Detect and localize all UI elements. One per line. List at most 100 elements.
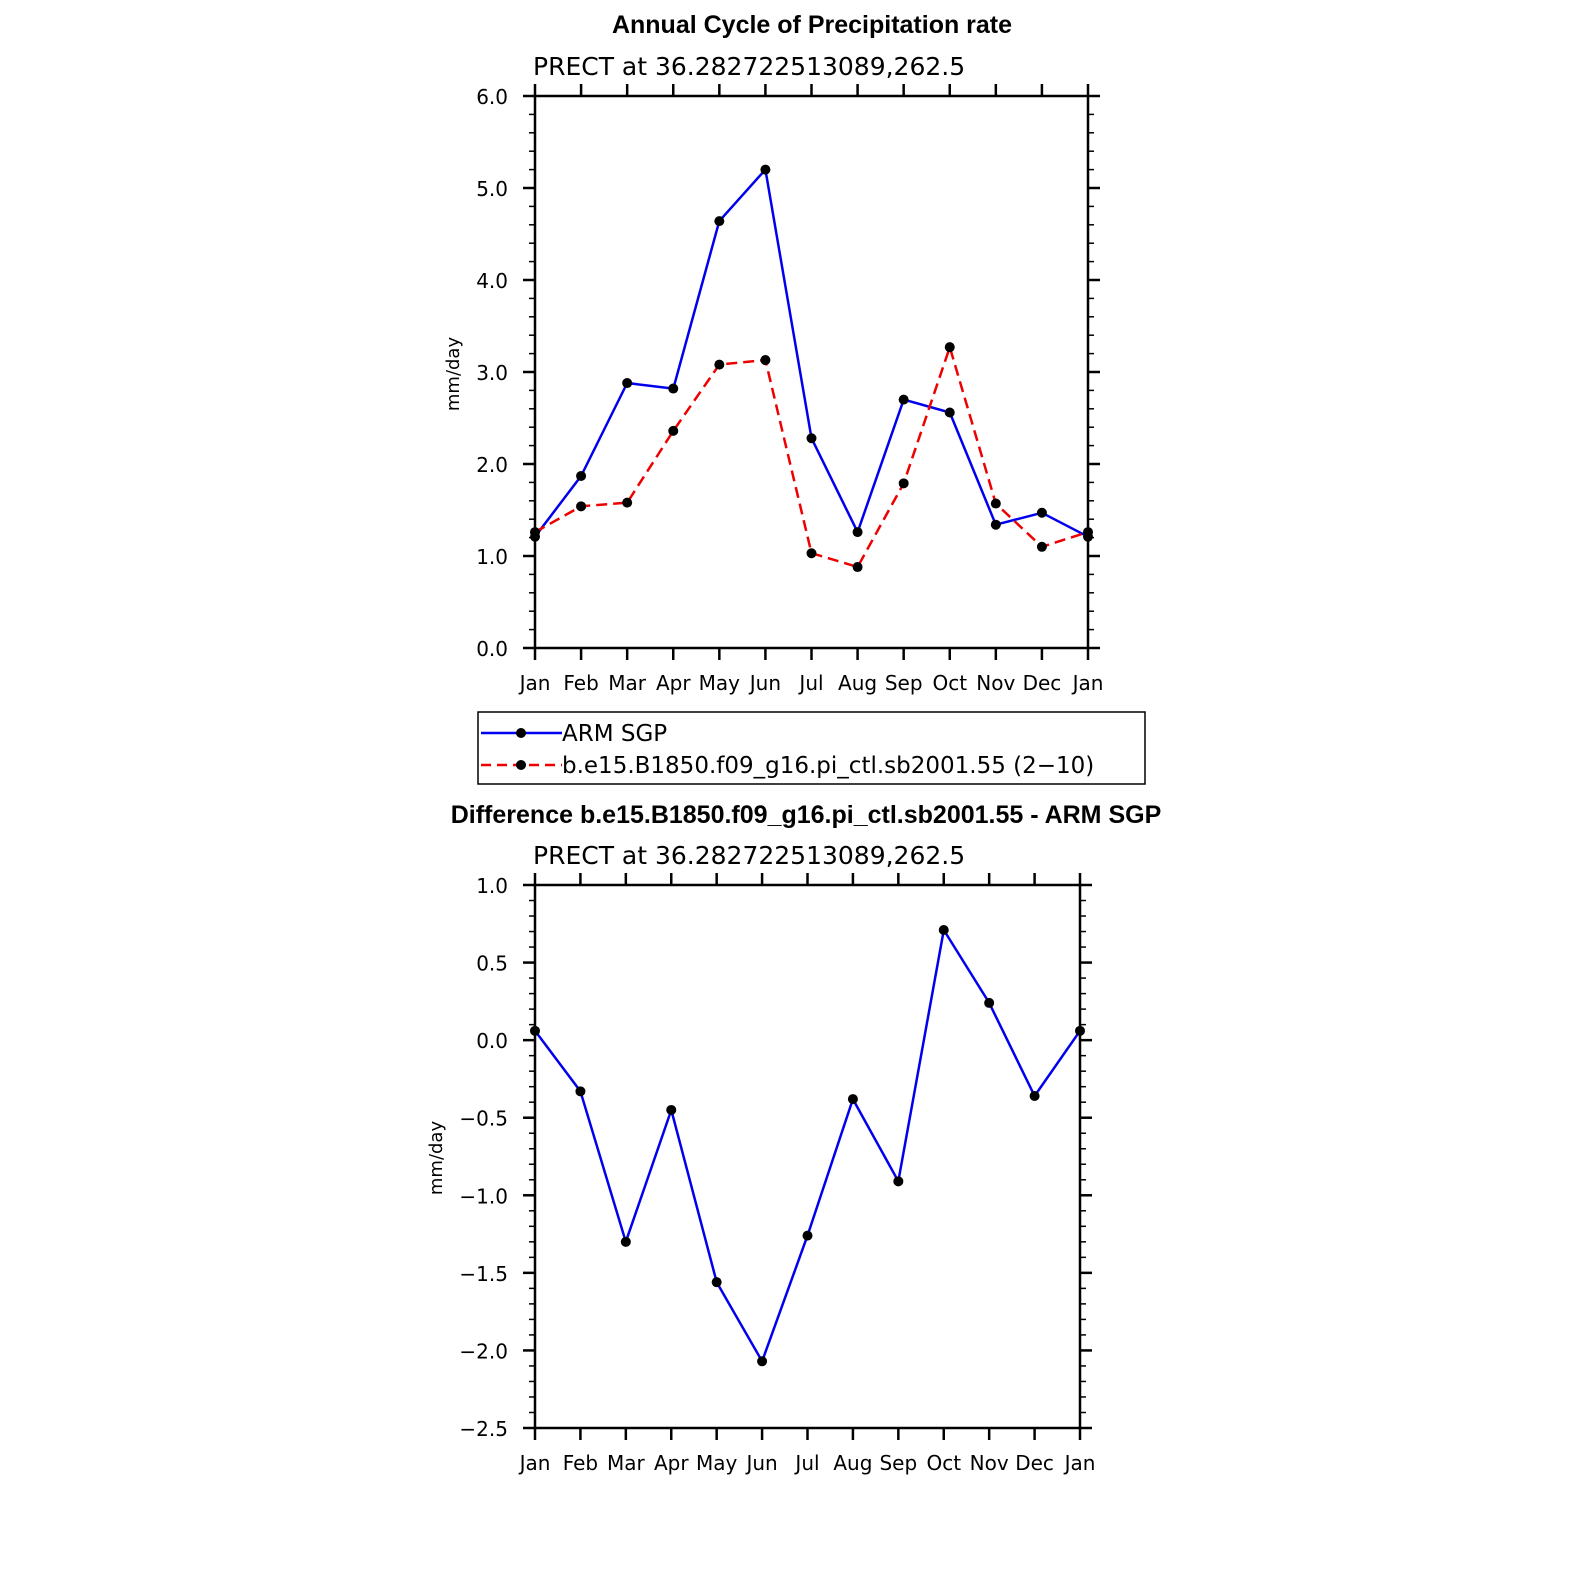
data-point (1029, 1090, 1040, 1101)
x-tick-label: Jan (1071, 671, 1104, 695)
data-point (1075, 1025, 1085, 1036)
y-tick-label: −1.0 (459, 1184, 508, 1208)
series-line-0 (534, 928, 1082, 1363)
data-point (990, 498, 1001, 509)
data-point (757, 1356, 768, 1367)
y-tick-label: 0.5 (476, 952, 508, 976)
x-tick-label: May (699, 671, 741, 695)
y-tick-label: 1.0 (476, 545, 508, 569)
chart-subtitle: PRECT at 36.282722513089,262.5 (533, 841, 965, 870)
data-point (760, 164, 771, 175)
x-tick-label: Apr (654, 1451, 689, 1475)
legend: ARM SGP b.e15.B1850.f09_g16.pi_ctl.sb200… (477, 711, 1146, 785)
data-point (944, 342, 955, 353)
x-tick-label: Jul (793, 1451, 819, 1475)
legend-label-arm-sgp: ARM SGP (562, 721, 667, 747)
data-point (576, 470, 587, 481)
y-axis-label: mm/day (443, 337, 464, 412)
data-point (847, 1094, 858, 1105)
legend-marker-model (516, 760, 526, 770)
legend-box (477, 711, 1146, 785)
x-tick-label: Oct (926, 1451, 961, 1475)
data-point (852, 562, 863, 573)
data-point (711, 1277, 722, 1288)
y-tick-label: 4.0 (476, 269, 508, 293)
data-point (666, 1104, 677, 1115)
data-point (714, 216, 725, 227)
data-point (1036, 507, 1047, 518)
y-tick-labels: 0.0 1.0 2.0 3.0 4.0 5.0 6.0 (476, 85, 508, 661)
x-tick-label: Jun (748, 671, 781, 695)
data-point (898, 478, 909, 489)
precip-annual-cycle-chart: Annual Cycle of Precipitation rate PRECT… (443, 11, 1103, 695)
data-point (530, 1025, 540, 1036)
series-group (530, 164, 1093, 573)
x-tick-label: Aug (833, 1451, 872, 1475)
y-tick-label: 2.0 (476, 453, 508, 477)
data-point (806, 548, 817, 559)
x-tick-label: Mar (607, 1451, 646, 1475)
y-tick-label: −0.5 (459, 1107, 508, 1131)
y-tick-label: 6.0 (476, 85, 508, 109)
chart-title: Difference b.e15.B1850.f09_g16.pi_ctl.sb… (451, 801, 1162, 829)
plot-frame (533, 883, 1082, 1430)
data-point (530, 527, 540, 538)
data-point (1036, 541, 1047, 552)
series-group (530, 924, 1085, 1367)
y-axis-label: mm/day (426, 1121, 447, 1196)
y-tick-labels: −2.5 −2.0 −1.5 −1.0 −0.5 0.0 0.5 1.0 (459, 874, 508, 1441)
x-tick-label: Mar (608, 671, 647, 695)
x-tick-labels: Jan Feb Mar Apr May Jun Jul Aug Sep Oct Nov Dec Jan (518, 671, 1104, 695)
series-line-0 (534, 168, 1089, 538)
x-tick-label: Sep (885, 671, 923, 695)
y-tick-label: 5.0 (476, 177, 508, 201)
data-point (806, 433, 817, 444)
data-point (990, 519, 1001, 530)
data-point (575, 1086, 586, 1097)
chart-title: Annual Cycle of Precipitation rate (612, 11, 1012, 39)
x-tick-label: Jul (797, 671, 823, 695)
x-tick-label: Jan (518, 671, 551, 695)
y-tick-label: −1.5 (459, 1262, 508, 1286)
precip-difference-chart: Difference b.e15.B1850.f09_g16.pi_ctl.sb… (426, 801, 1161, 1475)
x-tick-labels: Jan Feb Mar Apr May Jun Jul Aug Sep Oct Nov Dec Jan (518, 1451, 1096, 1475)
data-point (714, 359, 725, 370)
data-point (852, 527, 863, 538)
x-tick-label: Apr (656, 671, 691, 695)
data-point (1083, 527, 1093, 538)
data-point (893, 1176, 904, 1187)
plot-frame (533, 94, 1090, 650)
x-tick-label: Jun (744, 1451, 777, 1475)
legend-marker-arm-sgp (516, 728, 526, 738)
data-point (760, 355, 771, 366)
x-tick-label: Nov (970, 1451, 1009, 1475)
legend-label-model: b.e15.B1850.f09_g16.pi_ctl.sb2001.55 (2−… (562, 753, 1094, 779)
data-point (898, 394, 909, 405)
x-tick-label: Feb (563, 1451, 598, 1475)
x-tick-label: Dec (1023, 671, 1062, 695)
data-point (622, 378, 633, 389)
data-point (938, 924, 949, 935)
x-tick-label: Jan (518, 1451, 551, 1475)
series-line-1 (534, 345, 1089, 569)
x-tick-label: Jan (1063, 1451, 1096, 1475)
y-tick-label: 1.0 (476, 874, 508, 898)
data-point (576, 501, 587, 512)
x-tick-label: Feb (563, 671, 598, 695)
y-tick-label: 0.0 (476, 1029, 508, 1053)
data-point (944, 407, 955, 418)
data-point (802, 1230, 813, 1241)
y-tick-label: 3.0 (476, 361, 508, 385)
data-point (668, 425, 679, 436)
data-point (668, 383, 679, 394)
y-tick-label: −2.0 (459, 1339, 508, 1363)
axis-ticks (523, 873, 1092, 1440)
x-tick-label: May (696, 1451, 738, 1475)
x-tick-label: Nov (976, 671, 1015, 695)
x-tick-label: Dec (1015, 1451, 1054, 1475)
data-point (620, 1236, 631, 1247)
y-tick-label: 0.0 (476, 637, 508, 661)
y-tick-label: −2.5 (459, 1417, 508, 1441)
x-tick-label: Aug (838, 671, 877, 695)
